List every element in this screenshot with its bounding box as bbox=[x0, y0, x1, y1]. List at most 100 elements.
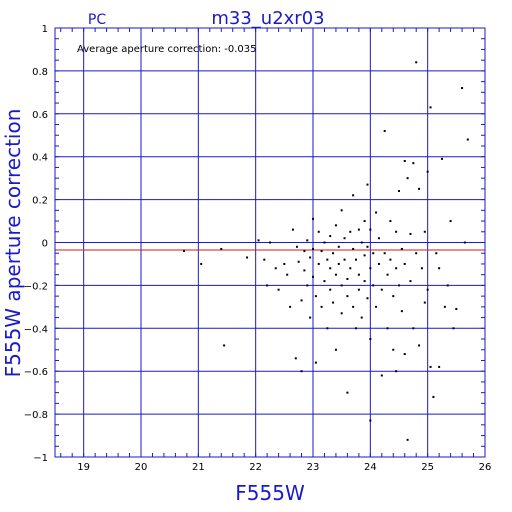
data-point bbox=[366, 245, 369, 248]
data-point bbox=[349, 230, 352, 233]
data-point bbox=[369, 228, 372, 231]
data-point bbox=[366, 297, 369, 300]
data-point bbox=[372, 252, 375, 255]
data-point bbox=[398, 284, 400, 287]
data-point bbox=[277, 288, 280, 291]
data-point bbox=[398, 190, 400, 193]
data-point bbox=[395, 267, 398, 270]
panel-label: PC bbox=[88, 12, 106, 28]
y-tick-label: 0.2 bbox=[32, 196, 48, 207]
data-point bbox=[312, 217, 314, 220]
data-point bbox=[334, 273, 337, 276]
data-point bbox=[357, 273, 360, 276]
y-tick-label: −0.6 bbox=[24, 367, 48, 378]
data-point bbox=[337, 245, 340, 248]
annotation-average: Average aperture correction: -0.035 bbox=[77, 44, 257, 55]
data-point bbox=[423, 230, 426, 233]
data-point bbox=[320, 250, 323, 253]
data-point bbox=[286, 273, 289, 276]
data-point bbox=[332, 301, 335, 304]
data-point bbox=[312, 247, 314, 250]
data-point bbox=[400, 310, 403, 313]
data-point bbox=[266, 284, 269, 287]
data-point bbox=[389, 220, 392, 223]
data-point bbox=[346, 391, 349, 394]
data-points bbox=[183, 61, 469, 441]
data-point bbox=[409, 280, 412, 283]
data-point bbox=[418, 344, 421, 347]
data-point bbox=[312, 275, 314, 278]
data-point bbox=[340, 312, 343, 315]
data-point bbox=[372, 284, 375, 287]
data-point bbox=[449, 220, 452, 223]
data-point bbox=[403, 159, 406, 162]
data-point bbox=[403, 262, 406, 265]
data-point bbox=[314, 295, 317, 298]
data-point bbox=[317, 262, 320, 265]
data-point bbox=[420, 267, 423, 270]
data-point bbox=[426, 170, 429, 173]
x-tick-label: 21 bbox=[192, 462, 205, 473]
data-point bbox=[389, 258, 392, 261]
data-point bbox=[429, 106, 432, 109]
data-point bbox=[326, 327, 329, 330]
data-point bbox=[343, 237, 346, 240]
data-point bbox=[383, 252, 386, 255]
data-point bbox=[220, 247, 223, 250]
data-point bbox=[309, 316, 312, 319]
data-point bbox=[366, 183, 369, 186]
x-tick-label: 20 bbox=[135, 462, 148, 473]
data-point bbox=[375, 305, 378, 308]
data-point bbox=[452, 327, 455, 330]
data-point bbox=[363, 220, 366, 223]
data-point bbox=[306, 239, 309, 242]
data-point bbox=[395, 370, 398, 373]
data-point bbox=[357, 228, 360, 231]
data-point bbox=[320, 305, 323, 308]
data-point bbox=[418, 187, 421, 190]
data-point bbox=[337, 262, 340, 265]
data-point bbox=[303, 250, 306, 253]
data-point bbox=[352, 305, 355, 308]
data-point bbox=[263, 258, 266, 261]
data-point bbox=[360, 241, 363, 244]
data-point bbox=[257, 239, 260, 242]
x-tick-label: 23 bbox=[307, 462, 320, 473]
y-tick-label: 0 bbox=[42, 239, 48, 250]
data-point bbox=[369, 419, 372, 422]
x-tick-label: 25 bbox=[421, 462, 434, 473]
data-point bbox=[283, 262, 286, 265]
y-tick-label: 1 bbox=[42, 24, 48, 35]
data-point bbox=[297, 260, 300, 263]
plot-frame bbox=[54, 27, 486, 458]
data-point bbox=[380, 374, 383, 377]
x-axis-label: F555W bbox=[235, 481, 305, 505]
y-tick-label: 0.8 bbox=[32, 67, 48, 78]
data-point bbox=[409, 232, 412, 235]
data-point bbox=[246, 256, 249, 259]
data-point bbox=[369, 267, 372, 270]
data-point bbox=[332, 252, 335, 255]
data-point bbox=[355, 327, 357, 330]
data-point bbox=[363, 254, 366, 257]
data-point bbox=[403, 353, 406, 356]
data-point bbox=[334, 224, 337, 227]
x-tick-label: 19 bbox=[77, 462, 90, 473]
data-point bbox=[429, 365, 432, 368]
data-point bbox=[415, 252, 418, 255]
data-point bbox=[303, 269, 306, 272]
y-axis-label: F555W aperture correction bbox=[1, 109, 25, 378]
data-point bbox=[369, 338, 372, 341]
data-point bbox=[380, 288, 383, 291]
data-point bbox=[349, 267, 352, 270]
y-tick-labels: −1 −0.8 −0.6 −0.4 −0.2 0 0.2 0.4 0.6 0.8 1 bbox=[24, 24, 48, 464]
y-tick-label: 0.4 bbox=[32, 153, 48, 164]
y-tick-label: −1 bbox=[33, 453, 48, 464]
data-point bbox=[461, 87, 464, 90]
data-point bbox=[423, 301, 426, 304]
data-point bbox=[306, 284, 309, 287]
data-point bbox=[455, 307, 458, 310]
data-point bbox=[323, 241, 326, 244]
data-point bbox=[269, 241, 271, 244]
data-point bbox=[400, 247, 403, 250]
